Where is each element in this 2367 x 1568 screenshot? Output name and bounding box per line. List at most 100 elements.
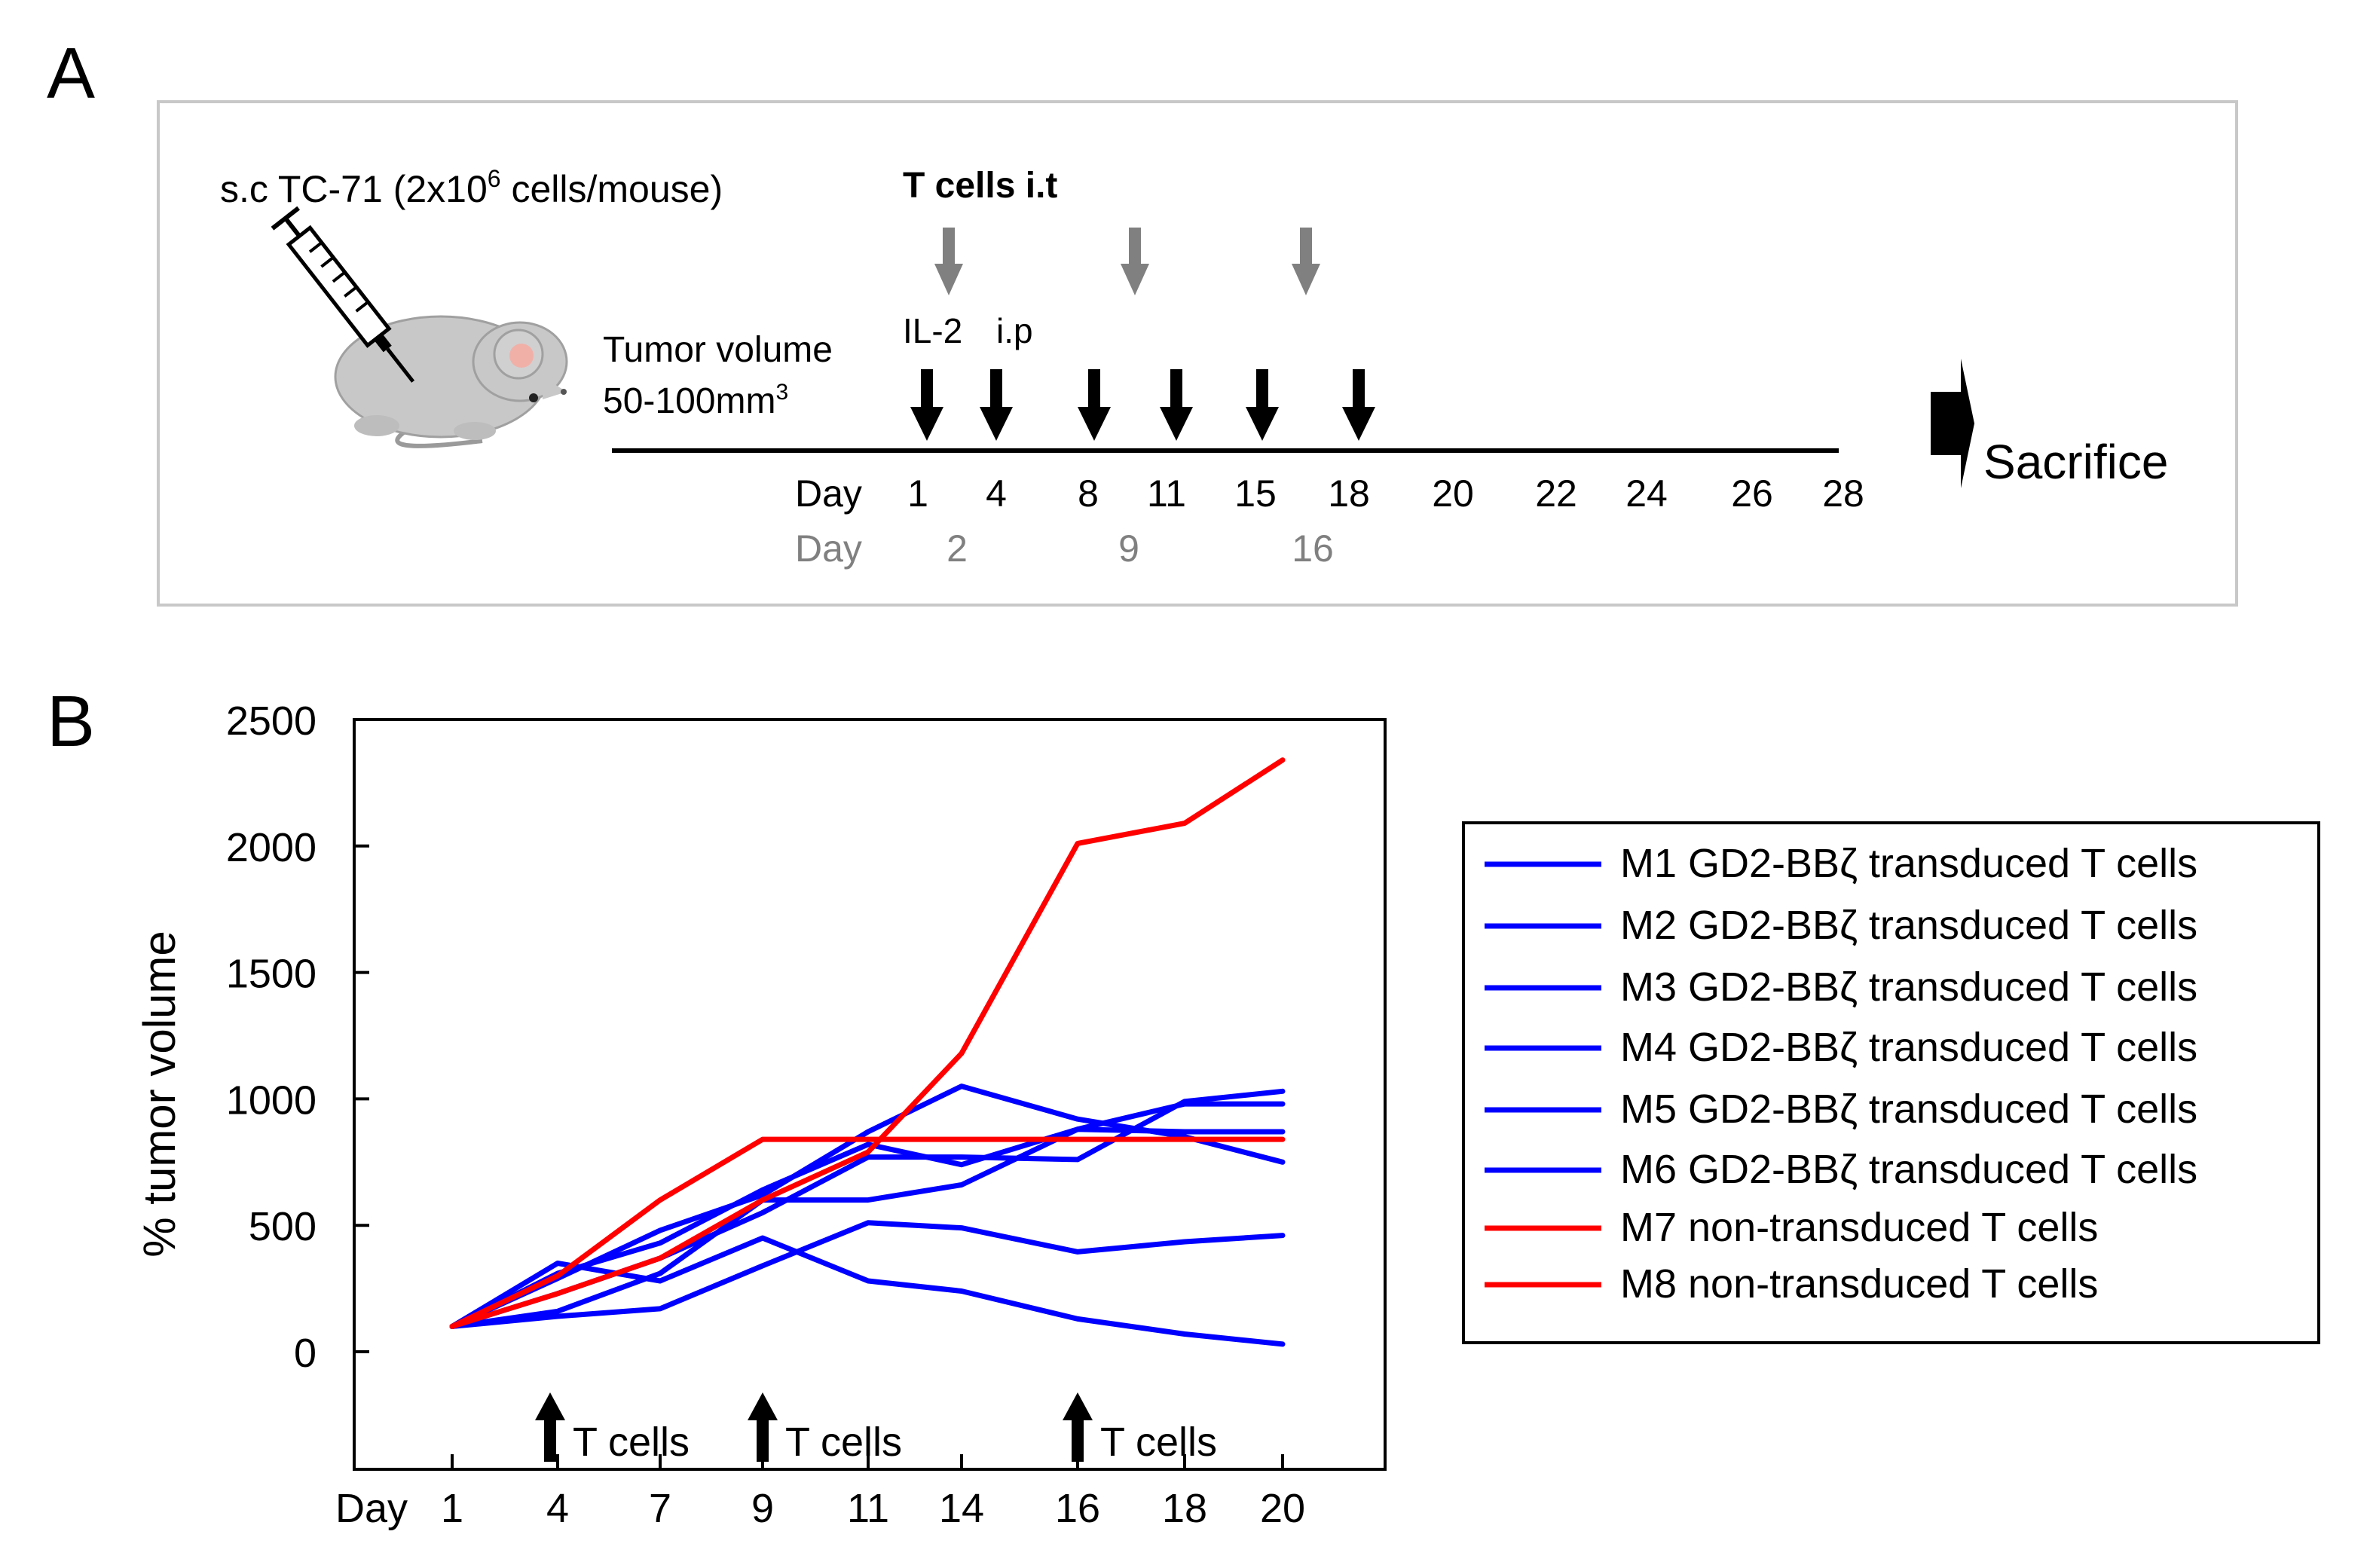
- mouse-illustration: [334, 315, 568, 448]
- y-tick-label-1500: 1500: [226, 952, 317, 997]
- timeline-tcell-day-labels: 2 9 16: [946, 527, 1334, 570]
- tumor-volume-label: Tumor volume: [603, 330, 833, 370]
- y-axis-ticks: 0 500 1000 1500 2000 2500: [226, 698, 369, 1376]
- timeline-tcell-day-9: 9: [1118, 527, 1139, 570]
- t-cells-annotation-label: T cells: [573, 1420, 690, 1465]
- legend-label: M6 GD2-BBζ transduced T cells: [1620, 1147, 2197, 1192]
- timeline-day-word-gray: Day: [795, 527, 862, 570]
- legend-entry-m2: M2 GD2-BBζ transduced T cells: [1485, 903, 2197, 948]
- legend-label: M5 GD2-BBζ transduced T cells: [1620, 1087, 2197, 1132]
- series-line-m6: [449, 1126, 1286, 1329]
- timeline-day-15: 15: [1234, 472, 1277, 515]
- series-lines: [449, 757, 1286, 1347]
- t-cells-annotation-label: T cells: [1100, 1420, 1217, 1465]
- legend-entry-m5: M5 GD2-BBζ transduced T cells: [1485, 1087, 2197, 1132]
- y-tick-label-0: 0: [294, 1331, 317, 1376]
- black-arrow-day-11: [1160, 369, 1193, 441]
- sacrifice-arrow-icon: [1931, 359, 1974, 488]
- series-line-m3: [449, 1101, 1286, 1329]
- x-tick-label-18: 18: [1162, 1486, 1207, 1531]
- injection-text: s.c TC-71 (2x106 cells/mouse): [220, 165, 723, 210]
- legend-entry-m3: M3 GD2-BBζ transduced T cells: [1485, 964, 2197, 1010]
- legend-box: [1462, 821, 2320, 1344]
- x-tick-label-1: 1: [441, 1486, 463, 1531]
- up-arrowhead-icon: [1063, 1392, 1093, 1420]
- legend-entry-m7: M7 non-transduced T cells: [1485, 1205, 2098, 1250]
- syringe-icon: [271, 206, 415, 383]
- series-line-m4: [449, 1084, 1286, 1329]
- y-tick-label-2500: 2500: [226, 698, 317, 744]
- x-tick-label-4: 4: [546, 1486, 569, 1531]
- timeline-day-28: 28: [1822, 472, 1864, 515]
- il2-label: IL-2: [903, 311, 962, 350]
- series-line-m8: [449, 1136, 1286, 1329]
- legend-label: M3 GD2-BBζ transduced T cells: [1620, 964, 2197, 1010]
- black-arrow-day-1: [910, 369, 943, 441]
- timeline-day-1: 1: [907, 472, 928, 515]
- t-cells-annotation-3: T cells: [1063, 1392, 1217, 1465]
- y-tick-label-2000: 2000: [226, 825, 317, 870]
- black-arrows: [910, 369, 1375, 441]
- timeline-day-4: 4: [986, 472, 1007, 515]
- gray-arrow-day-2: [934, 228, 963, 295]
- up-arrowhead-icon: [535, 1392, 565, 1420]
- y-tick-label-1000: 1000: [226, 1077, 317, 1123]
- timeline-day-26: 26: [1731, 472, 1773, 515]
- up-arrow-icon: [544, 1417, 556, 1462]
- panel-a-label: A: [47, 33, 95, 114]
- x-tick-label-7: 7: [649, 1486, 671, 1531]
- sacrifice-label: Sacrifice: [1983, 435, 2168, 489]
- timeline-day-20: 20: [1432, 472, 1474, 515]
- x-axis-label: Day: [335, 1486, 408, 1531]
- x-tick-label-9: 9: [751, 1486, 774, 1531]
- t-cells-annotation-2: T cells: [748, 1392, 902, 1465]
- y-tick-label-500: 500: [249, 1204, 317, 1249]
- black-arrow-day-8: [1078, 369, 1111, 441]
- legend-label: M4 GD2-BBζ transduced T cells: [1620, 1025, 2197, 1070]
- legend: M1 GD2-BBζ transduced T cells M2 GD2-BBζ …: [1485, 841, 2197, 1307]
- series-line-m2: [449, 1220, 1286, 1329]
- legend-label: M2 GD2-BBζ transduced T cells: [1620, 903, 2197, 948]
- up-arrow-icon: [757, 1417, 769, 1462]
- t-cells-annotation-label: T cells: [785, 1420, 902, 1465]
- panel-b: B % tumor volume Day 0 500 1000 1500 2000 250…: [47, 681, 2320, 1531]
- t-cell-annotations: T cells T cells T cells: [535, 1392, 1217, 1465]
- t-cells-it-title: T cells i.t: [903, 166, 1057, 206]
- panel-b-label: B: [47, 681, 95, 762]
- series-line-m7: [449, 757, 1286, 1329]
- x-axis-ticks: 1 4 7 9 11 14 16 18 20: [441, 1454, 1305, 1531]
- timeline-day-24: 24: [1625, 472, 1668, 515]
- t-cells-annotation-1: T cells: [535, 1392, 690, 1465]
- black-arrow-day-4: [980, 369, 1013, 441]
- gray-arrows: [934, 228, 1320, 295]
- timeline-tcell-day-2: 2: [946, 527, 968, 570]
- timeline-day-18: 18: [1328, 472, 1370, 515]
- timeline-day-word: Day: [795, 472, 862, 515]
- up-arrowhead-icon: [748, 1392, 778, 1420]
- legend-entry-m4: M4 GD2-BBζ transduced T cells: [1485, 1025, 2197, 1070]
- x-tick-label-14: 14: [939, 1486, 984, 1531]
- ip-label: i.p: [996, 311, 1033, 350]
- gray-arrow-day-9: [1121, 228, 1149, 295]
- legend-entry-m6: M6 GD2-BBζ transduced T cells: [1485, 1147, 2197, 1192]
- timeline-day-labels: 1 4 8 11 15 18 20 22 24 26 28: [907, 472, 1864, 515]
- series-line-m1: [449, 1235, 1286, 1347]
- gray-arrow-day-16: [1292, 228, 1320, 295]
- legend-entry-m1: M1 GD2-BBζ transduced T cells: [1485, 841, 2197, 886]
- x-tick-label-16: 16: [1055, 1486, 1100, 1531]
- legend-label: M7 non-transduced T cells: [1620, 1205, 2098, 1250]
- panel-a-frame: [157, 100, 2238, 607]
- x-tick-label-11: 11: [847, 1486, 889, 1531]
- legend-label: M8 non-transduced T cells: [1620, 1261, 2098, 1307]
- legend-label: M1 GD2-BBζ transduced T cells: [1620, 841, 2197, 886]
- up-arrow-icon: [1072, 1417, 1084, 1462]
- timeline-day-8: 8: [1078, 472, 1099, 515]
- tumor-volume-range: 50-100mm3: [603, 380, 788, 421]
- timeline-day-22: 22: [1535, 472, 1577, 515]
- timeline-tcell-day-16: 16: [1292, 527, 1334, 570]
- timeline-day-11: 11: [1147, 472, 1186, 515]
- series-line-m5: [449, 1088, 1286, 1329]
- panel-a: A s.c TC-71 (2x106 cells/mouse): [47, 33, 2238, 607]
- y-axis-label: % tumor volume: [134, 931, 185, 1257]
